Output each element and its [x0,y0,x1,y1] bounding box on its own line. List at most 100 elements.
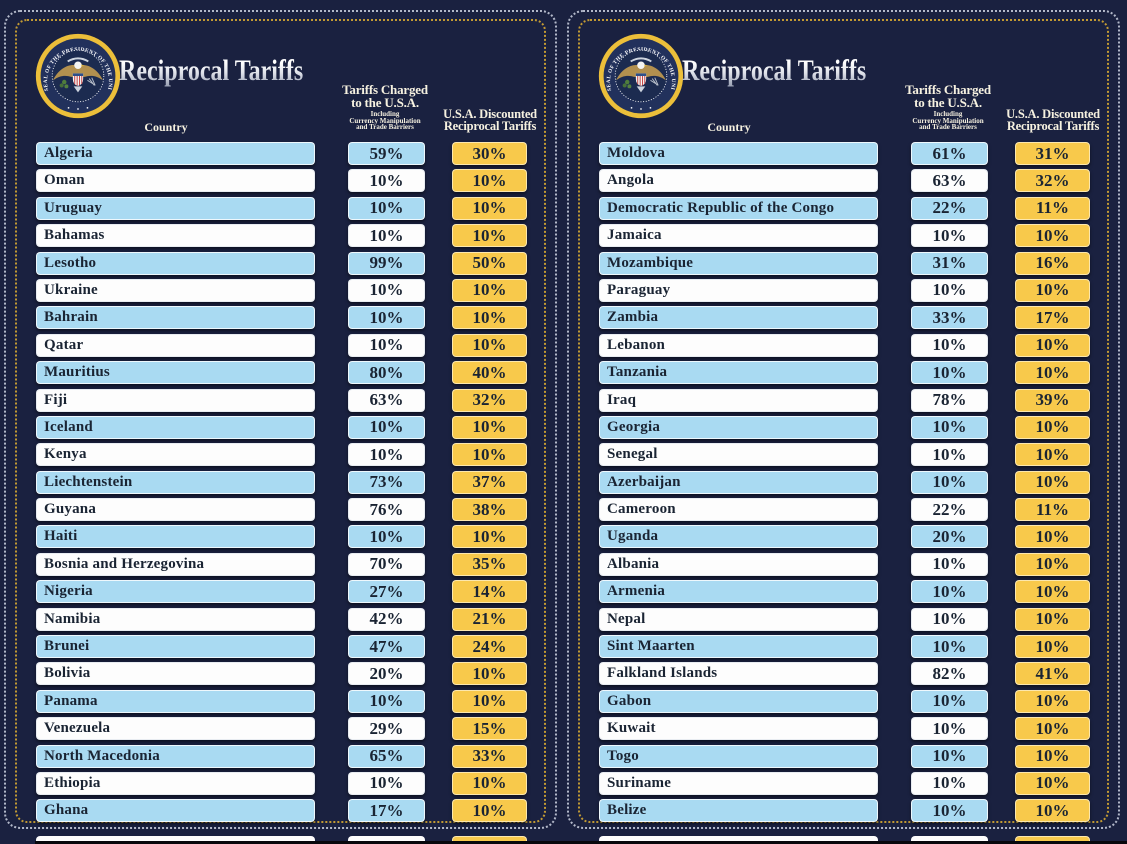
table-row: Bolivia 20% 10% [0,662,563,689]
country-cell: Cameroon [599,498,878,522]
table-row: Fiji 63% 32% [0,388,563,416]
discounted-tariff-cell: 10% [452,771,527,795]
charged-tariff-cell: 10% [348,415,425,439]
discounted-tariff-cell: 10% [452,525,527,549]
discounted-tariff-cell: 10% [1015,580,1090,604]
country-cell: Albania [599,552,878,576]
table-row: Bahamas 10% 10% [0,224,563,251]
charged-tariff-cell: 10% [348,224,425,248]
table-row: Algeria 59% 30% [0,142,563,169]
country-cell: Senegal [599,443,878,467]
discounted-tariff-cell: 17% [1015,306,1090,330]
charged-tariff-cell: 10% [911,415,988,439]
table-row: Gabon 10% 10% [563,689,1126,717]
country-cell: Uruguay [36,196,315,220]
country-cell: Iraq [599,388,878,412]
tariff-table: Moldova 61% 31% Angola 63% 32% Democratic Repu… [563,142,1126,827]
eagle-emblem [616,57,666,93]
table-row: Albania 10% 10% [563,552,1126,580]
country-cell: Namibia [36,607,315,631]
country-cell: Tanzania [599,361,878,385]
charged-tariff-cell: 20% [911,525,988,549]
charged-tariff-cell: 10% [911,689,988,713]
discounted-tariff-cell: 32% [1015,169,1090,193]
country-cell: Kenya [36,443,315,467]
country-cell: Democratic Republic of the Congo [599,196,878,220]
country-cell: Azerbaijan [599,470,878,494]
column-header-discounted: U.S.A. Discounted Reciprocal Tariffs [417,108,563,132]
country-cell: Kuwait [599,717,878,741]
discounted-tariff-cell: 10% [452,196,527,220]
table-row: Ethiopia 10% 10% [0,771,563,799]
table-row: Kenya 10% 10% [0,443,563,470]
country-cell: Gabon [599,689,878,713]
country-cell: Panama [36,689,315,713]
country-cell: Falkland Islands [599,662,878,686]
discounted-tariff-cell: 39% [1015,388,1090,412]
table-row: Uruguay 10% 10% [0,196,563,224]
table-row: Nigeria 27% 14% [0,580,563,607]
charged-tariff-cell: 80% [348,361,425,385]
discounted-tariff-cell: 10% [1015,799,1090,823]
table-row: Nepal 10% 10% [563,607,1126,635]
charged-tariff-cell: 99% [348,251,425,275]
charged-tariff-cell: 10% [911,635,988,659]
discounted-tariff-cell: 15% [452,717,527,741]
partial-charged-cell [911,836,988,844]
table-row: Azerbaijan 10% 10% [563,470,1126,498]
table-row: Haiti 10% 10% [0,525,563,552]
table-row: Kuwait 10% 10% [563,717,1126,744]
country-cell: Bahamas [36,224,315,248]
charged-tariff-cell: 47% [348,635,425,659]
country-cell: Guyana [36,498,315,522]
country-cell: Bahrain [36,306,315,330]
table-row: Armenia 10% 10% [563,580,1126,607]
column-header-charged: Tariffs Charged to the U.S.A. Including … [315,83,455,131]
discounted-tariff-cell: 10% [1015,525,1090,549]
charged-subheader-line1: Including [933,110,963,118]
charged-tariff-cell: 70% [348,552,425,576]
charged-tariff-cell: 42% [348,607,425,631]
table-row: Moldova 61% 31% [563,142,1126,169]
partial-discounted-cell [1015,836,1090,844]
table-row: Ghana 17% 10% [0,799,563,826]
discounted-tariff-cell: 24% [452,635,527,659]
table-row: North Macedonia 65% 33% [0,744,563,772]
tariff-board-right: SEAL OF THE PRESIDENT OF THE UNITED STAT… [563,0,1126,844]
table-row: Georgia 10% 10% [563,415,1126,443]
table-row: Suriname 10% 10% [563,771,1126,799]
charged-tariff-cell: 65% [348,744,425,768]
table-row: Namibia 42% 21% [0,607,563,635]
charged-tariff-cell: 31% [911,251,988,275]
column-header-country: Country [144,120,188,134]
discounted-tariff-cell: 11% [1015,196,1090,220]
column-header-discounted: U.S.A. Discounted Reciprocal Tariffs [980,107,1126,133]
discounted-tariff-cell: 33% [452,744,527,768]
column-header-charged: Tariffs Charged to the U.S.A. Including … [878,83,1018,131]
discounted-header-line2: Reciprocal Tariffs [1006,118,1100,133]
discounted-tariff-cell: 11% [1015,498,1090,522]
charged-tariff-cell: 17% [348,799,425,823]
table-row: Iraq 78% 39% [563,388,1126,416]
country-cell: Mauritius [36,361,315,385]
discounted-tariff-cell: 10% [1015,278,1090,302]
charged-tariff-cell: 10% [911,771,988,795]
discounted-tariff-cell: 10% [1015,607,1090,631]
presidential-seal-icon: SEAL OF THE PRESIDENT OF THE UNITED STAT… [35,33,121,119]
table-row: Togo 10% 10% [563,744,1126,772]
discounted-tariff-cell: 10% [1015,771,1090,795]
discounted-tariff-cell: 10% [1015,443,1090,467]
discounted-tariff-cell: 10% [1015,333,1090,357]
charged-tariff-cell: 10% [911,361,988,385]
discounted-tariff-cell: 10% [1015,744,1090,768]
table-row: Brunei 47% 24% [0,635,563,662]
charged-tariff-cell: 10% [348,169,425,193]
discounted-tariff-cell: 10% [452,689,527,713]
discounted-tariff-cell: 10% [452,306,527,330]
discounted-tariff-cell: 37% [452,470,527,494]
table-row: Bosnia and Herzegovina 70% 35% [0,552,563,580]
discounted-header-line1: U.S.A. Discounted [1006,107,1100,121]
discounted-tariff-cell: 10% [452,278,527,302]
discounted-tariff-cell: 10% [1015,470,1090,494]
